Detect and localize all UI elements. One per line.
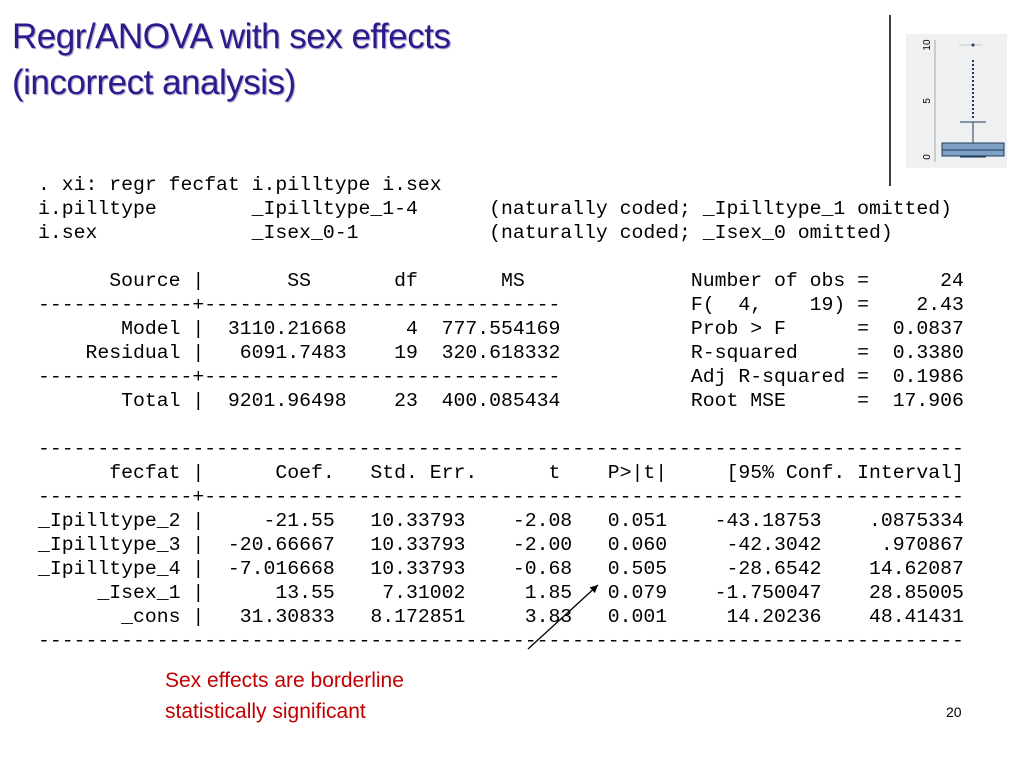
title-line: (incorrect analysis) <box>12 63 296 102</box>
annotation-arrow <box>527 584 599 650</box>
inset-tick-label: 5 <box>922 98 933 104</box>
page-number: 20 <box>946 704 962 720</box>
annotation: Sex effects are borderline statistically… <box>165 665 404 727</box>
inset-boxplot: 0 5 10 <box>906 34 1007 168</box>
output-block: ----------------------------------------… <box>38 437 964 653</box>
output-line: fecfat | Coef. Std. Err. t P>|t| [95% Co… <box>38 462 964 484</box>
output-line: _Ipilltype_3 | -20.66667 10.33793 -2.00 … <box>38 534 964 556</box>
annotation-line: Sex effects are borderline <box>165 669 404 692</box>
output-line: _Isex_1 | 13.55 7.31002 1.85 0.079 -1.75… <box>38 582 964 604</box>
output-line: _cons | 31.30833 8.172851 3.83 0.001 14.… <box>38 606 964 628</box>
inset-outlier <box>971 43 975 47</box>
output-line: Source | SS df MS Number of obs = 24 <box>38 270 964 292</box>
output-block: . xi: regr fecfat i.pilltype i.sex i.pill… <box>38 173 964 245</box>
stata-output: . xi: regr fecfat i.pilltype i.sex i.pill… <box>38 173 964 677</box>
output-line: ----------------------------------------… <box>38 630 964 652</box>
output-line: i.pilltype _Ipilltype_1-4 (naturally cod… <box>38 198 953 220</box>
title: Regr/ANOVA with sex effects (incorrect a… <box>12 14 451 106</box>
output-line: Model | 3110.21668 4 777.554169 Prob > F… <box>38 318 964 340</box>
inset-tick-label: 0 <box>922 154 933 160</box>
output-line: _Ipilltype_4 | -7.016668 10.33793 -0.68 … <box>38 558 964 580</box>
output-line: -------------+--------------------------… <box>38 294 964 316</box>
output-line: ----------------------------------------… <box>38 438 964 460</box>
output-line: -------------+--------------------------… <box>38 486 964 508</box>
title-line: Regr/ANOVA with sex effects <box>12 17 451 56</box>
output-line: _Ipilltype_2 | -21.55 10.33793 -2.08 0.0… <box>38 510 964 532</box>
output-line: Total | 9201.96498 23 400.085434 Root MS… <box>38 390 964 412</box>
annotation-line: statistically significant <box>165 700 366 723</box>
inset-tick-label: 10 <box>922 39 933 51</box>
output-block: Source | SS df MS Number of obs = 24 ----… <box>38 269 964 413</box>
output-line: i.sex _Isex_0-1 (naturally coded; _Isex_… <box>38 222 893 244</box>
output-line: -------------+--------------------------… <box>38 366 964 388</box>
output-line: . xi: regr fecfat i.pilltype i.sex <box>38 174 442 196</box>
output-line: Residual | 6091.7483 19 320.618332 R-squ… <box>38 342 964 364</box>
